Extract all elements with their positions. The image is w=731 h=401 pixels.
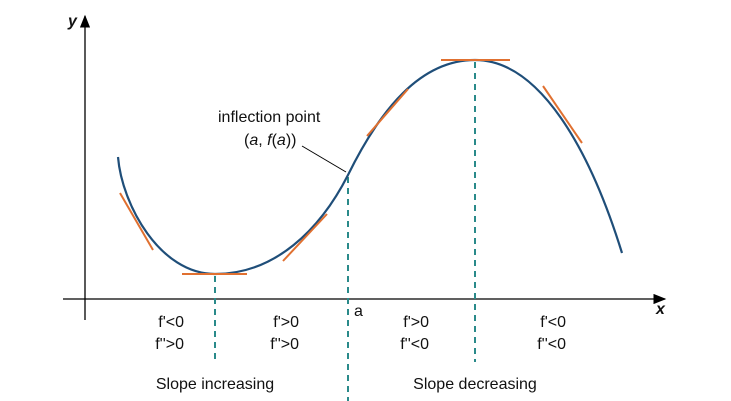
region-2-first-derivative: f'>0	[273, 314, 299, 331]
region-4-first-derivative: f'<0	[540, 314, 566, 331]
function-curve	[116, 58, 624, 276]
region-2-second-derivative: f''>0	[270, 336, 299, 353]
region-3-first-derivative: f'>0	[403, 314, 429, 331]
tangent-line	[542, 85, 583, 144]
region-4-second-derivative: f''<0	[537, 336, 566, 353]
y-axis-label: y	[67, 13, 78, 30]
tangent-line	[366, 88, 409, 137]
region-3-second-derivative: f''<0	[400, 336, 429, 353]
annotation-title: inflection point	[218, 109, 321, 126]
annotation-leader-line	[301, 145, 347, 173]
tangent-line	[119, 192, 154, 251]
tangent-line	[282, 213, 328, 262]
a-tick-label: a	[354, 303, 363, 320]
caption-slope-decreasing: Slope decreasing	[413, 376, 537, 393]
region-1-first-derivative: f'<0	[158, 314, 184, 331]
annotation-point: (a, f(a))	[244, 132, 296, 149]
region-1-second-derivative: f''>0	[155, 336, 184, 353]
caption-slope-increasing: Slope increasing	[156, 376, 274, 393]
x-axis-label: x	[655, 301, 666, 318]
